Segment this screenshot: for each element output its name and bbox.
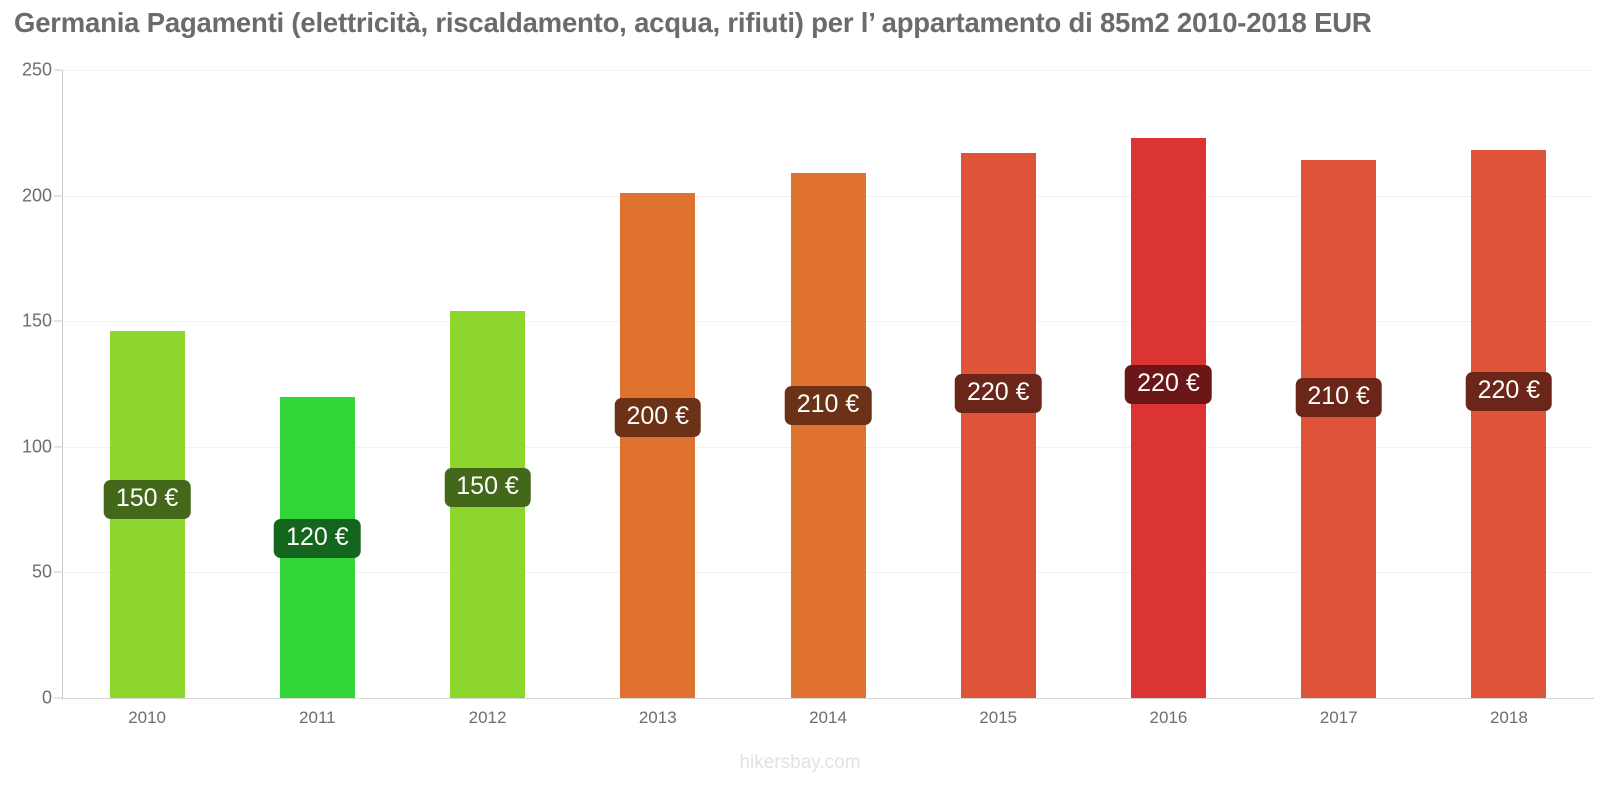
bar-value-label: 150 € <box>444 467 531 507</box>
x-tick-label-2011: 2011 <box>299 708 336 727</box>
bar-2011[interactable]: 120 € <box>274 396 361 698</box>
footer-credit: hikersbay.com <box>739 752 861 773</box>
bar-value-label: 210 € <box>1295 378 1382 418</box>
y-tick-label: 150 <box>21 310 52 331</box>
bar-value-label: 220 € <box>1125 364 1212 404</box>
bar-value-label: 210 € <box>784 385 872 425</box>
bar-value-label: 220 € <box>954 373 1042 413</box>
y-tick-mark <box>54 446 63 448</box>
bar-value-label: 220 € <box>1465 372 1553 412</box>
bar-2010[interactable]: 150 € <box>103 331 191 698</box>
chart-title: Germania Pagamenti (elettricità, riscald… <box>14 7 1372 38</box>
bar-2017[interactable]: 210 € <box>1295 160 1382 698</box>
y-tick-label: 50 <box>31 561 52 582</box>
x-tick-label-2018: 2018 <box>1489 708 1528 727</box>
gridline-0 <box>62 698 1594 699</box>
x-tick-label-2017: 2017 <box>1319 708 1358 727</box>
x-tick-label-2010: 2010 <box>128 708 167 727</box>
bar-value-label: 120 € <box>274 518 361 558</box>
y-tick-label: 200 <box>21 185 52 206</box>
bar-2016[interactable]: 220 € <box>1125 137 1212 698</box>
bar-2012[interactable]: 150 € <box>444 311 531 698</box>
y-axis-line <box>62 70 63 700</box>
y-tick-label: 0 <box>41 687 52 708</box>
plot-area: 150 € 120 € 150 € 200 € 210 € 220 € 220 € 210 €… <box>62 70 1594 699</box>
x-tick-label-2015: 2015 <box>979 708 1018 727</box>
x-tick-label-2016: 2016 <box>1149 708 1188 727</box>
y-tick-mark <box>54 69 63 71</box>
bar-value-label: 200 € <box>614 397 702 437</box>
bar-2013[interactable]: 200 € <box>614 193 702 698</box>
y-tick-mark <box>54 571 63 573</box>
y-tick-label: 250 <box>21 59 52 80</box>
x-tick-label-2013: 2013 <box>638 708 677 727</box>
x-tick-label-2012: 2012 <box>468 708 507 727</box>
x-tick-label-2014: 2014 <box>809 708 847 727</box>
bar-2015[interactable]: 220 € <box>954 152 1042 698</box>
bar-2018[interactable]: 220 € <box>1465 150 1553 698</box>
bar-2014[interactable]: 210 € <box>784 173 872 698</box>
bar-value-label: 150 € <box>103 479 191 519</box>
y-tick-mark <box>54 320 63 322</box>
gridline-250 <box>62 70 1594 71</box>
y-tick-label: 100 <box>21 436 52 457</box>
y-tick-mark <box>54 697 63 699</box>
y-tick-mark <box>54 195 63 197</box>
